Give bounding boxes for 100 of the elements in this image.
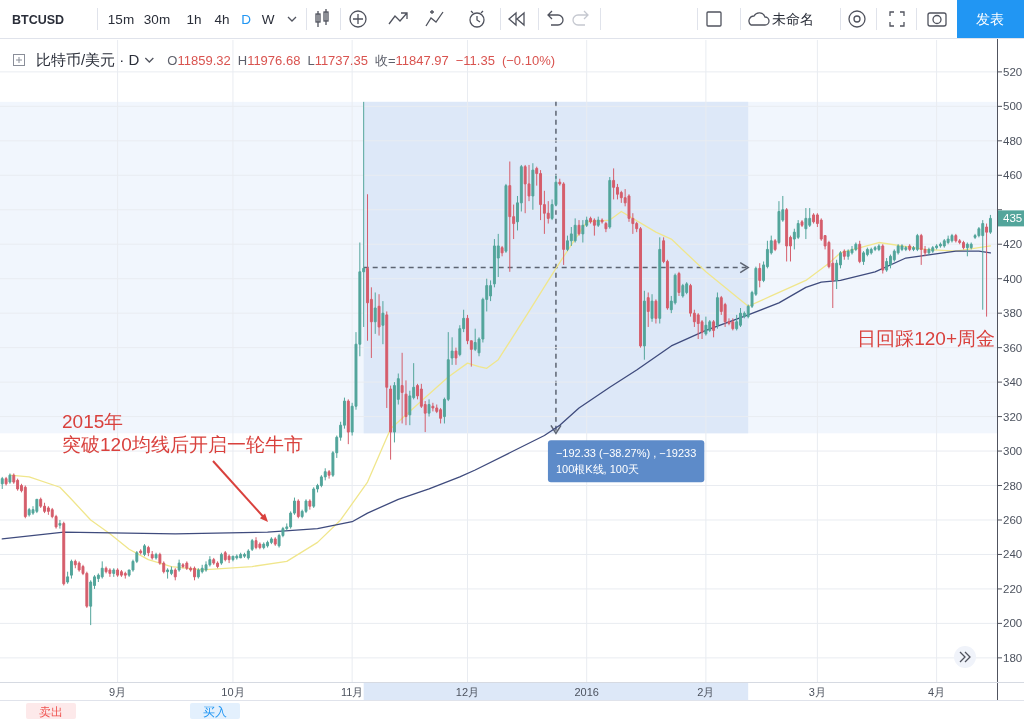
band-label: 100根K线, 100天	[555, 463, 640, 476]
text: 4h	[214, 12, 230, 27]
candlestick	[123, 571, 127, 580]
candlestick	[581, 219, 585, 244]
candlestick	[954, 233, 958, 244]
candlestick	[150, 550, 154, 561]
candlestick	[377, 293, 381, 337]
candlestick	[758, 262, 762, 288]
candlestick	[104, 566, 108, 574]
text: 未命名	[772, 12, 814, 27]
candlestick	[116, 567, 120, 578]
candlestick	[850, 245, 854, 256]
candlestick	[427, 398, 431, 418]
y-tick-label: 340	[1003, 376, 1023, 389]
candlestick	[777, 200, 781, 245]
candlestick	[958, 238, 962, 245]
candlestick	[654, 298, 658, 325]
x-tick-label: 12月	[455, 685, 480, 698]
candlestick	[254, 536, 258, 550]
text: 15m	[107, 12, 135, 27]
candlestick	[216, 560, 220, 569]
candlestick	[862, 250, 865, 266]
candlestick	[531, 162, 535, 211]
candlestick	[562, 181, 566, 266]
candlestick	[231, 555, 235, 562]
y-tick-label: 400	[1003, 272, 1023, 285]
candlestick	[500, 245, 504, 257]
candlestick	[346, 398, 350, 445]
y-tick-label: 180	[1003, 651, 1023, 664]
candlestick	[73, 559, 77, 569]
y-tick-label: 260	[1003, 513, 1023, 526]
candlestick	[439, 407, 443, 424]
x-tick-label: 10月	[221, 685, 245, 698]
candlestick	[946, 235, 950, 245]
candlestick	[592, 217, 596, 237]
candlestick	[166, 567, 170, 580]
candlestick	[185, 560, 189, 571]
candlestick	[931, 245, 935, 254]
candlestick	[4, 476, 8, 487]
candlestick	[296, 498, 300, 519]
candlestick	[327, 469, 331, 480]
candlestick	[77, 560, 81, 573]
candlestick	[981, 219, 985, 311]
candlestick	[800, 219, 804, 228]
candlestick	[773, 238, 777, 252]
candlestick	[919, 233, 923, 266]
candlestick	[962, 240, 965, 250]
y-tick-label: 460	[1003, 169, 1023, 182]
candlestick	[239, 552, 243, 559]
candlestick	[988, 214, 992, 235]
chart-title: BTCUSD	[12, 13, 65, 27]
candlestick	[273, 536, 277, 547]
candlestick	[58, 519, 62, 530]
candlestick	[950, 233, 954, 244]
y-tick-label: 240	[1003, 548, 1023, 561]
candlestick	[696, 312, 700, 340]
candlestick	[846, 248, 850, 261]
candlestick	[100, 560, 104, 580]
text: 比特币/美元 · D	[36, 51, 140, 68]
candlestick	[246, 548, 250, 561]
candlestick	[596, 216, 600, 228]
candlestick	[915, 233, 919, 252]
candlestick	[492, 238, 496, 288]
y-tick-label: 420	[1003, 238, 1023, 251]
candlestick	[842, 248, 846, 261]
candlestick	[577, 219, 581, 237]
y-tick-label: 380	[1003, 307, 1023, 320]
candlestick	[685, 281, 689, 295]
candlestick	[177, 559, 181, 573]
x-tick-label: 2016	[574, 685, 599, 698]
candlestick	[35, 498, 39, 514]
candlestick	[139, 548, 143, 555]
candlestick	[642, 290, 646, 361]
candlestick	[196, 567, 200, 580]
candlestick	[204, 560, 208, 573]
candlestick	[269, 536, 273, 545]
candlestick	[258, 541, 262, 550]
candlestick	[873, 245, 877, 252]
candlestick	[785, 207, 789, 262]
candlestick	[223, 550, 227, 562]
candlestick	[658, 236, 662, 325]
candlestick	[66, 571, 70, 585]
text: 1h	[186, 12, 202, 27]
text: W	[261, 12, 275, 27]
candlestick	[69, 559, 73, 580]
candlestick	[266, 540, 270, 549]
candlestick	[473, 328, 477, 352]
text: D	[241, 12, 252, 27]
candlestick	[938, 242, 942, 249]
candlestick	[881, 243, 885, 275]
candlestick	[173, 567, 177, 581]
candlestick	[312, 486, 316, 509]
candlestick	[854, 242, 858, 252]
line-series	[1, 250, 992, 540]
candlestick	[193, 566, 196, 581]
candlestick	[650, 293, 654, 323]
text: 发表	[976, 11, 1004, 27]
candlestick	[704, 316, 708, 337]
candlestick	[108, 567, 112, 578]
text: 卖出	[39, 705, 63, 719]
